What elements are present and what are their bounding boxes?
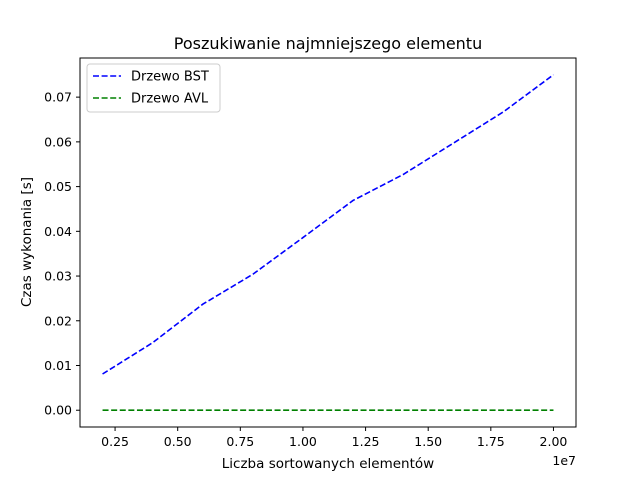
y-tick-label: 0.07 xyxy=(44,90,72,105)
y-tick-label: 0.03 xyxy=(44,269,72,284)
plot-area xyxy=(102,74,554,412)
legend-label: Drzewo AVL xyxy=(131,92,209,107)
axes-frame xyxy=(79,57,577,428)
y-axis-label: Czas wykonania [s] xyxy=(19,177,35,307)
legend: Drzewo BST Drzewo AVL xyxy=(86,63,221,113)
y-axis-ticks: 0.00 0.01 0.02 0.03 0.04 0.05 0.06 0.07 xyxy=(44,90,80,418)
y-tick-label: 0.02 xyxy=(44,313,72,328)
y-tick-label: 0.05 xyxy=(44,179,72,194)
x-tick-label: 1.75 xyxy=(477,434,505,449)
y-tick-label: 0.01 xyxy=(44,358,72,373)
y-tick-label: 0.06 xyxy=(44,134,72,149)
x-axis-offset-label: 1e7 xyxy=(552,453,576,468)
x-tick-label: 2.00 xyxy=(540,434,568,449)
x-tick-label: 0.25 xyxy=(101,434,129,449)
legend-label: Drzewo BST xyxy=(131,70,209,85)
x-tick-label: 0.50 xyxy=(164,434,192,449)
chart-title: Poszukiwanie najmniejszego elementu xyxy=(174,34,482,53)
x-axis-ticks: 0.25 0.50 0.75 1.00 1.25 1.50 1.75 2.00 xyxy=(101,427,567,449)
x-tick-label: 1.25 xyxy=(352,434,380,449)
y-tick-label: 0.04 xyxy=(44,224,72,239)
x-axis-label: Liczba sortowanych elementów xyxy=(222,456,434,472)
series-line-1 xyxy=(102,74,554,375)
x-tick-label: 1.00 xyxy=(289,434,317,449)
y-tick-label: 0.00 xyxy=(44,403,72,418)
x-tick-label: 1.50 xyxy=(414,434,442,449)
x-tick-label: 0.75 xyxy=(226,434,254,449)
